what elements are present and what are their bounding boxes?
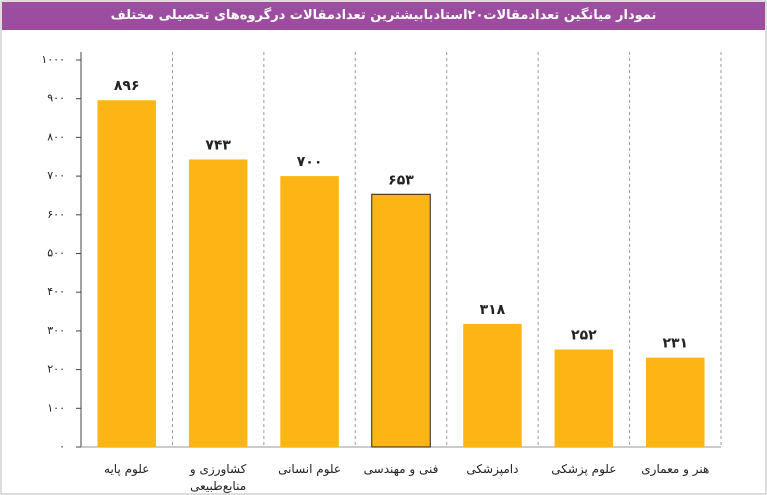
value-label: ۶۵۳ bbox=[388, 172, 414, 188]
y-tick-label: ۹۰۰ bbox=[47, 92, 65, 105]
x-tick-label: دامپزشکی bbox=[466, 462, 519, 476]
y-tick-label: ۱۰۰۰ bbox=[41, 53, 65, 66]
bar bbox=[463, 323, 522, 447]
bar bbox=[646, 357, 705, 447]
bar bbox=[280, 176, 339, 447]
y-tick-label: ۱۰۰ bbox=[47, 401, 65, 414]
y-tick-label: ۶۰۰ bbox=[47, 208, 65, 221]
y-tick-label: ۸۰۰ bbox=[47, 130, 65, 143]
x-tick-label: علوم پزشکی bbox=[551, 462, 617, 476]
y-tick-label: ۵۰۰ bbox=[47, 247, 65, 260]
value-label: ۷۴۳ bbox=[205, 137, 231, 153]
x-tick-label: فنی و مهندسی bbox=[363, 462, 439, 476]
value-label: ۲۳۱ bbox=[662, 336, 688, 352]
bar bbox=[554, 349, 614, 447]
value-label: ۷۰۰ bbox=[297, 154, 323, 170]
y-tick-label: ۴۰۰ bbox=[47, 285, 65, 298]
value-label: ۸۹۶ bbox=[114, 78, 140, 94]
bar bbox=[188, 159, 248, 448]
x-tick-label: هنر و معماری bbox=[641, 462, 710, 476]
chart-title: نمودار میانگین تعدادمقالات۲۰استادبابیشتر… bbox=[2, 2, 765, 30]
x-tick-label: علوم انسانی bbox=[278, 462, 342, 476]
y-tick-label: ۷۰۰ bbox=[47, 169, 65, 182]
y-tick-label: ۲۰۰ bbox=[47, 363, 65, 376]
bar bbox=[97, 100, 156, 448]
y-tick-label: ۳۰۰ bbox=[47, 324, 65, 337]
y-tick-label: ۰ bbox=[59, 440, 65, 453]
x-tick-label: کشاورزی و منابع‌طبیعی bbox=[189, 462, 247, 493]
bar bbox=[371, 193, 431, 448]
x-tick-label: علوم پایه bbox=[104, 462, 150, 476]
value-label: ۳۱۸ bbox=[480, 302, 506, 318]
value-label: ۲۵۲ bbox=[571, 327, 597, 343]
